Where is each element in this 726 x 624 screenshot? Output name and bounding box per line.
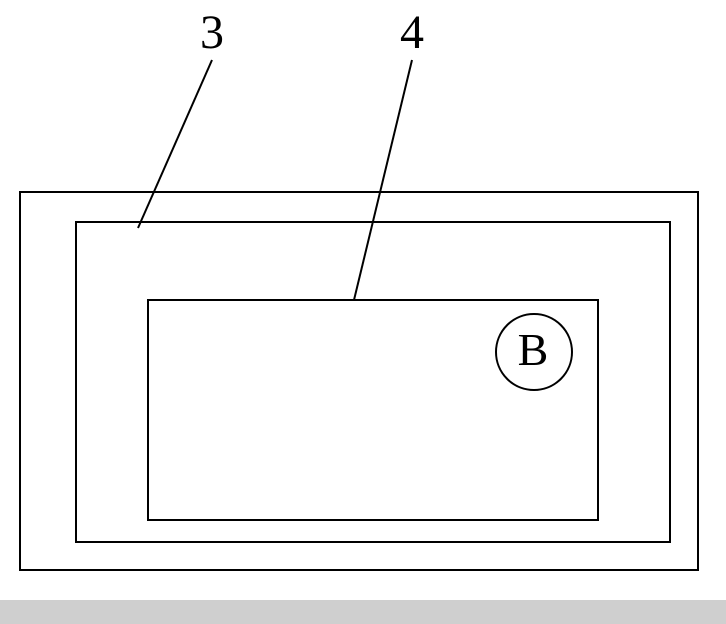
rect-outer bbox=[20, 192, 698, 570]
label-4: 4 bbox=[400, 6, 424, 59]
leader-4 bbox=[354, 60, 412, 300]
bottom-border bbox=[0, 600, 726, 624]
label-b: B bbox=[518, 324, 549, 375]
diagram-canvas: B 3 4 bbox=[0, 0, 726, 624]
label-3: 3 bbox=[200, 6, 224, 59]
leader-3 bbox=[138, 60, 212, 228]
rect-middle bbox=[76, 222, 670, 542]
